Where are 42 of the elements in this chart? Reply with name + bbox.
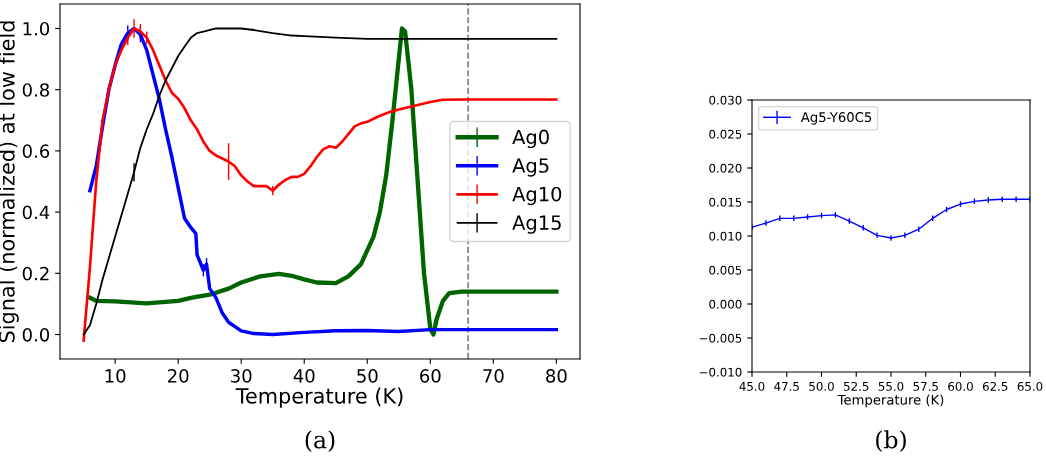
x-tick-label: 10 (105, 369, 126, 383)
y-tick-label: 0.005 (709, 265, 742, 275)
line-series (752, 198, 1030, 239)
y-tick-label: 0.030 (709, 95, 742, 105)
y-tick-label: 0.0 (22, 327, 50, 342)
y-tick-label: 0.000 (709, 299, 742, 309)
x-tick-label: 80 (546, 369, 567, 383)
x-tick-label: 65.0 (1017, 381, 1043, 391)
x-tick-label: 50 (357, 369, 378, 383)
y-tick-label: 0.020 (709, 163, 742, 173)
x-axis-title: Temperature (K) (837, 394, 944, 408)
x-tick-label: 55.0 (878, 381, 904, 391)
y-tick-label: 0.025 (709, 129, 742, 139)
y-tick-label: 0.8 (22, 83, 50, 97)
y-tick-label: 1.0 (23, 21, 50, 36)
x-tick-label: 52.5 (844, 381, 869, 391)
y-tick-label: −0.010 (699, 367, 742, 377)
legend-label: Ag5-Y60C5 (800, 112, 872, 125)
legend-label: Ag0 (512, 129, 549, 149)
y-tick-label: 0.015 (709, 197, 742, 207)
x-axis-title: Temperature (K) (235, 387, 403, 408)
x-tick-label: 70 (483, 369, 504, 383)
x-tick-label: 50.0 (809, 381, 834, 391)
x-tick-label: 62.5 (982, 381, 1008, 391)
x-tick-label: 47.5 (774, 382, 799, 391)
x-tick-label: 60.0 (948, 381, 973, 391)
x-tick-label: 20 (168, 369, 189, 383)
text: (a) (305, 430, 335, 452)
legend-label: Ag5 (512, 158, 549, 177)
text: (b) (876, 430, 906, 452)
y-tick-label: 0.4 (22, 205, 50, 220)
x-tick-label: 40 (293, 369, 315, 383)
x-tick-label: 45.0 (739, 381, 765, 391)
legend-label: Ag10 (512, 186, 562, 206)
y-tick-label: −0.005 (699, 333, 742, 343)
y-tick-label: 0.6 (22, 144, 50, 159)
legend-label: Ag15 (512, 215, 561, 234)
x-tick-label: 30 (231, 369, 252, 383)
x-tick-label: 57.5 (913, 382, 938, 391)
y-tick-label: 0.010 (709, 231, 742, 241)
x-tick-label: 60 (420, 369, 441, 383)
y-tick-label: 0.2 (22, 266, 49, 281)
